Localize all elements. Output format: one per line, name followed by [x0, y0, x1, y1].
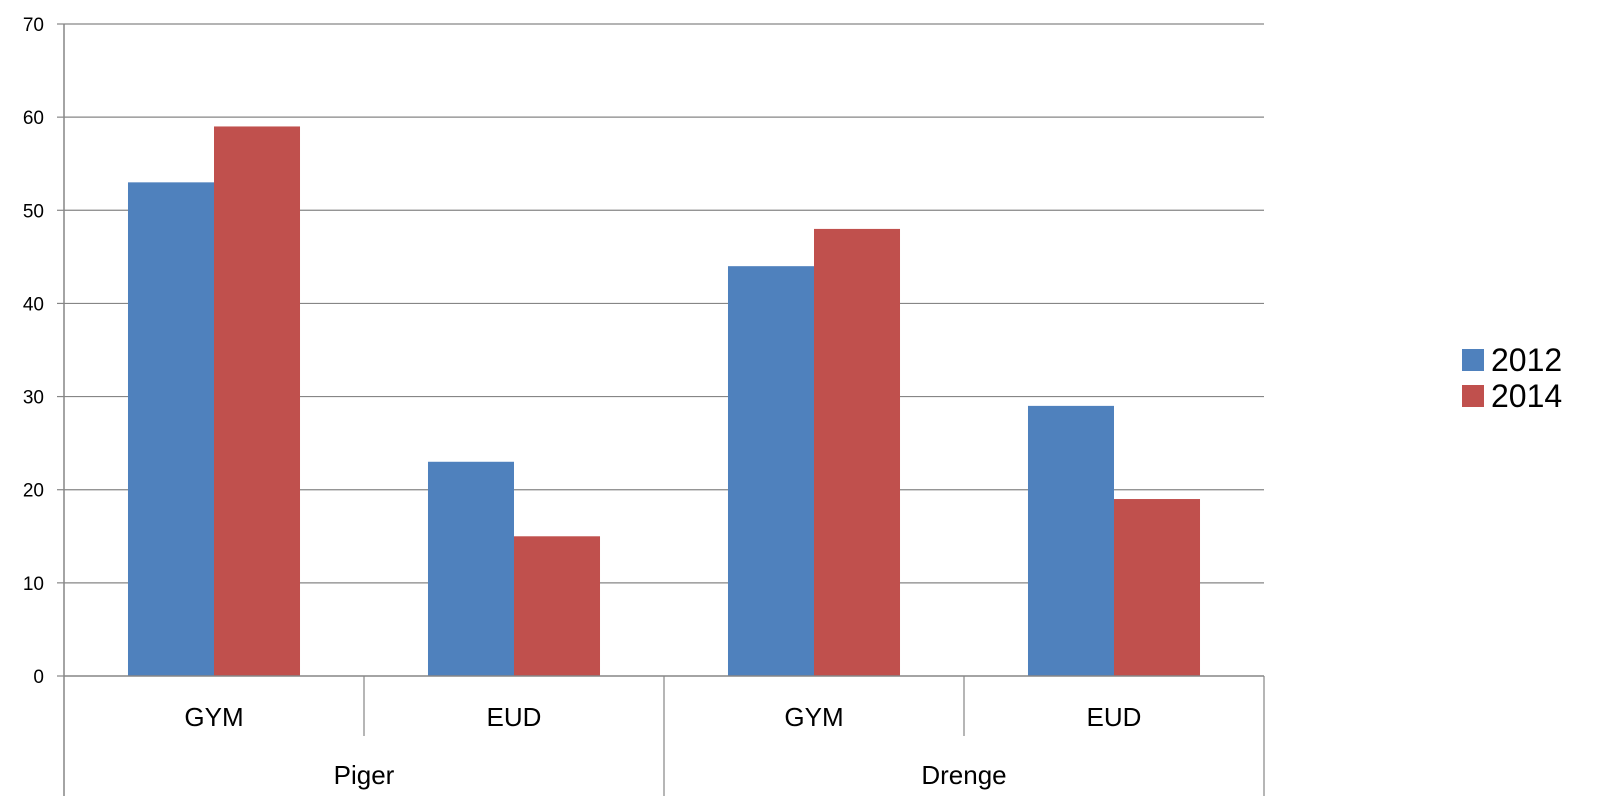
category-label-2: GYM — [784, 702, 843, 732]
bars — [127, 126, 1201, 677]
y-tick-label-50: 50 — [23, 201, 44, 222]
category-label-0: GYM — [184, 702, 243, 732]
x-axis-labels: GYM EUD GYM EUD Piger Drenge — [184, 702, 1141, 790]
bar-2012-1 — [427, 461, 514, 676]
bar-2014-0 — [214, 126, 301, 676]
bar-2014-2 — [814, 228, 901, 676]
y-tick-label-30: 30 — [23, 388, 44, 409]
y-tick-label-60: 60 — [23, 108, 44, 129]
category-label-3: EUD — [1087, 702, 1142, 732]
group-label-1: Drenge — [921, 760, 1006, 790]
legend-swatch-2014 — [1462, 385, 1484, 407]
bar-2014-3 — [1114, 499, 1201, 676]
y-tick-label-10: 10 — [23, 574, 44, 595]
legend-swatch-2012 — [1462, 349, 1484, 371]
y-axis-tick-labels: 0 10 20 30 40 50 60 70 — [23, 15, 44, 688]
bar-2012-2 — [727, 266, 814, 676]
group-label-0: Piger — [334, 760, 395, 790]
y-tick-label-20: 20 — [23, 481, 44, 502]
y-tick-label-0: 0 — [33, 667, 44, 688]
y-tick-label-40: 40 — [23, 294, 44, 315]
legend-label-2012: 2012 — [1491, 342, 1562, 378]
bar-2014-1 — [514, 536, 601, 676]
category-label-1: EUD — [487, 702, 542, 732]
bar-2012-3 — [1027, 405, 1114, 676]
legend-label-2014: 2014 — [1491, 378, 1562, 414]
y-tick-label-70: 70 — [23, 15, 44, 36]
bar-2012-0 — [127, 182, 214, 677]
axes — [57, 23, 1265, 796]
